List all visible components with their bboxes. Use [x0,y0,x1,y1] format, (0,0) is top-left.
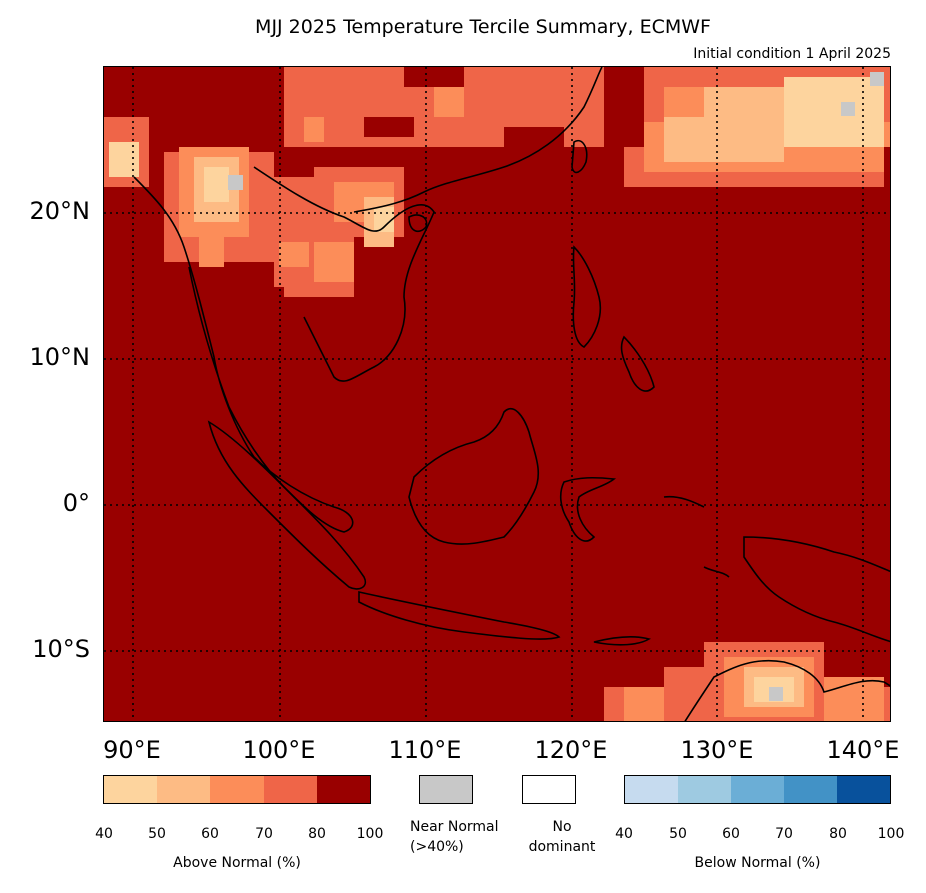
above-swatch-50-60 [157,776,211,803]
initial-condition-note: Initial condition 1 April 2025 [693,46,891,62]
above-swatch-60-70 [210,776,264,803]
map-title: MJJ 2025 Temperature Tercile Summary, EC… [255,16,711,38]
below-tick: 100 [877,826,905,842]
map-canvas [104,67,890,721]
above-tick: 70 [255,826,273,842]
below-swatch-60-70 [731,776,784,803]
above-tick: 100 [356,826,384,842]
above-swatch-70-80 [263,776,317,803]
lon-label-110e: 110°E [388,736,462,764]
probability-cells [104,67,890,721]
below-normal-colorbar [624,775,891,804]
near-normal-label-line1: Near Normal [410,819,499,835]
below-swatch-40-50 [625,776,678,803]
lat-label-0: 0° [62,489,90,517]
below-swatch-80-100 [837,776,890,803]
lat-label-10s: 10°S [32,635,90,663]
near-normal-swatch [419,775,473,804]
below-normal-label: Below Normal (%) [694,855,821,871]
above-swatch-80-100 [316,776,371,803]
above-normal-colorbar [103,775,371,804]
lon-label-90e: 90°E [103,736,161,764]
above-tick: 60 [201,826,219,842]
below-swatch-70-80 [784,776,837,803]
above-tick: 80 [308,826,326,842]
lon-label-130e: 130°E [680,736,754,764]
no-dominant-label: No dominant [512,817,612,857]
no-dominant-label-line1: No [552,819,572,835]
no-dominant-label-line2: dominant [528,839,596,855]
above-swatch-40-50 [104,776,158,803]
forecast-map [103,66,891,722]
near-normal-cell [769,687,783,701]
near-normal-cell [228,175,243,190]
below-tick: 80 [829,826,847,842]
coastlines [133,67,890,721]
below-tick: 40 [615,826,633,842]
below-tick: 50 [669,826,687,842]
lat-label-10n: 10°N [29,343,91,371]
near-normal-cell [841,102,855,116]
near-normal-label: Near Normal (>40%) [410,817,530,857]
lon-label-100e: 100°E [242,736,316,764]
lon-label-140e: 140°E [826,736,900,764]
near-normal-cell [870,72,884,86]
below-tick: 60 [722,826,740,842]
lon-label-120e: 120°E [534,736,608,764]
below-swatch-50-60 [678,776,731,803]
above-tick: 40 [95,826,113,842]
gridlines [104,67,890,721]
no-dominant-swatch [522,775,576,804]
above-tick: 50 [148,826,166,842]
above-normal-label: Above Normal (%) [173,855,301,871]
lat-label-20n: 20°N [29,197,91,225]
below-tick: 70 [775,826,793,842]
near-normal-label-line2: (>40%) [410,839,464,855]
